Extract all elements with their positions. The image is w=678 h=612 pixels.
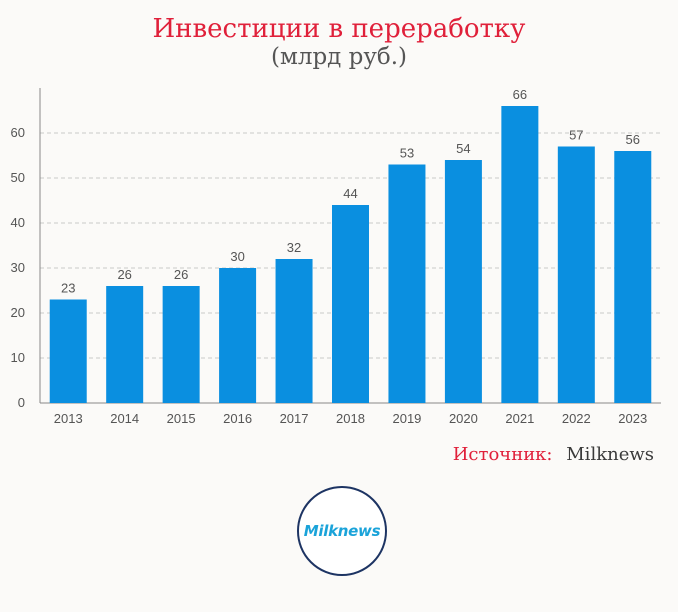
data-label: 23 (61, 281, 75, 296)
bar (557, 146, 595, 403)
source-value: Milknews (566, 444, 654, 465)
y-tick-label: 10 (11, 350, 25, 365)
bar (388, 164, 426, 403)
x-tick-label: 2020 (449, 411, 478, 426)
bar (444, 160, 482, 403)
data-label: 57 (569, 128, 583, 143)
x-tick-label: 2015 (167, 411, 196, 426)
bar (162, 286, 200, 403)
x-tick-label: 2016 (223, 411, 252, 426)
source-credit: Источник: Milknews (453, 444, 654, 465)
data-label: 30 (230, 249, 244, 264)
milknews-logo: Milknews (297, 486, 387, 576)
y-tick-label: 30 (11, 260, 25, 275)
y-tick-label: 50 (11, 170, 25, 185)
x-tick-label: 2014 (110, 411, 139, 426)
x-tick-label: 2013 (54, 411, 83, 426)
y-tick-label: 60 (11, 125, 25, 140)
data-label: 56 (626, 132, 640, 147)
x-tick-label: 2018 (336, 411, 365, 426)
data-label: 26 (117, 267, 131, 282)
chart-subtitle: (млрд руб.) (270, 44, 408, 70)
bar (614, 151, 652, 403)
y-tick-label: 20 (11, 305, 25, 320)
bar-chart: 0 10 20 30 40 50 60 23 2013 26 2014 26 2015 30 2016 32 2… (11, 87, 661, 426)
bar (332, 205, 369, 403)
y-tick-label: 40 (11, 215, 25, 230)
y-tick-label: 0 (18, 395, 25, 410)
data-label: 32 (287, 240, 301, 255)
x-tick-label: 2019 (392, 411, 421, 426)
data-label: 53 (400, 146, 414, 161)
x-tick-label: 2021 (505, 411, 534, 426)
data-label: 66 (513, 87, 527, 102)
data-label: 44 (343, 186, 357, 201)
data-label: 26 (174, 267, 188, 282)
data-label: 54 (456, 141, 470, 156)
bar (106, 286, 144, 403)
chart-title: Инвестиции в переработку (152, 14, 526, 44)
bar (501, 106, 539, 403)
x-tick-label: 2022 (562, 411, 591, 426)
bar (275, 259, 313, 403)
bar (219, 268, 257, 403)
bar (49, 299, 87, 403)
source-label: Источник: (452, 444, 553, 465)
x-tick-label: 2023 (618, 411, 647, 426)
x-tick-label: 2017 (280, 411, 309, 426)
logo-text: Milknews (303, 522, 381, 540)
